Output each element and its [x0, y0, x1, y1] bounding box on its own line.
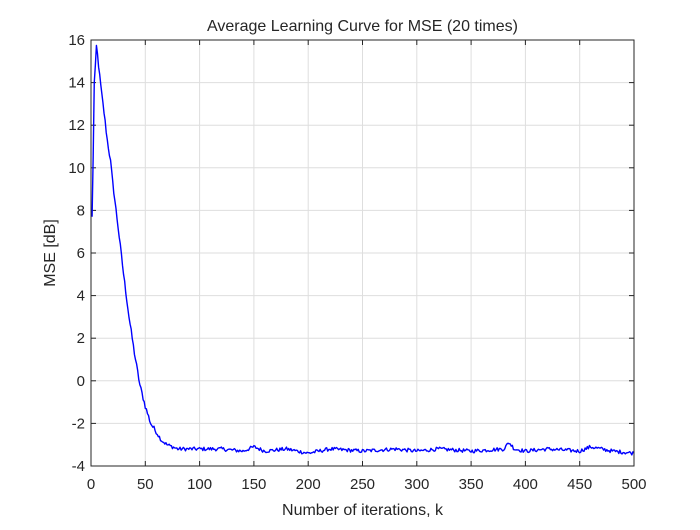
x-tick-label: 50	[137, 476, 154, 493]
y-tick-label: -2	[72, 415, 85, 432]
x-tick-label: 450	[567, 476, 592, 493]
x-tick-label: 250	[350, 476, 375, 493]
y-tick-label: 10	[68, 160, 85, 177]
x-tick-label: 0	[87, 476, 95, 493]
plot-frame	[90, 39, 635, 467]
y-tick-labels: -4 -2 0 2 4 6 8 10 12 14 16	[68, 32, 85, 475]
y-tick-label: 4	[77, 288, 85, 305]
x-axis-title: Number of iterations, k	[282, 502, 444, 519]
y-tick-label: 14	[68, 75, 85, 92]
y-tick-label: 8	[77, 202, 85, 219]
y-tick-label: 12	[68, 117, 85, 134]
y-axis-title: MSE [dB]	[42, 219, 59, 287]
x-tick-labels: 0 50 100 150 200 250 300 350 400 450 500	[87, 476, 647, 493]
y-tick-label: -4	[72, 458, 85, 475]
chart-title: Average Learning Curve for MSE (20 times…	[207, 18, 518, 35]
y-tick-label: 0	[77, 373, 85, 390]
x-tick-label: 200	[296, 476, 321, 493]
y-tick-label: 16	[68, 32, 85, 49]
y-tick-label: 6	[77, 245, 85, 262]
x-tick-label: 350	[459, 476, 484, 493]
series-group	[91, 44, 635, 456]
x-tick-label: 400	[513, 476, 538, 493]
grid	[91, 40, 634, 466]
x-tick-label: 100	[187, 476, 212, 493]
y-tick-label: 2	[77, 330, 85, 347]
series-line-mse	[91, 44, 635, 456]
x-tick-label: 500	[621, 476, 646, 493]
x-tick-label: 300	[404, 476, 429, 493]
x-tick-label: 150	[241, 476, 266, 493]
